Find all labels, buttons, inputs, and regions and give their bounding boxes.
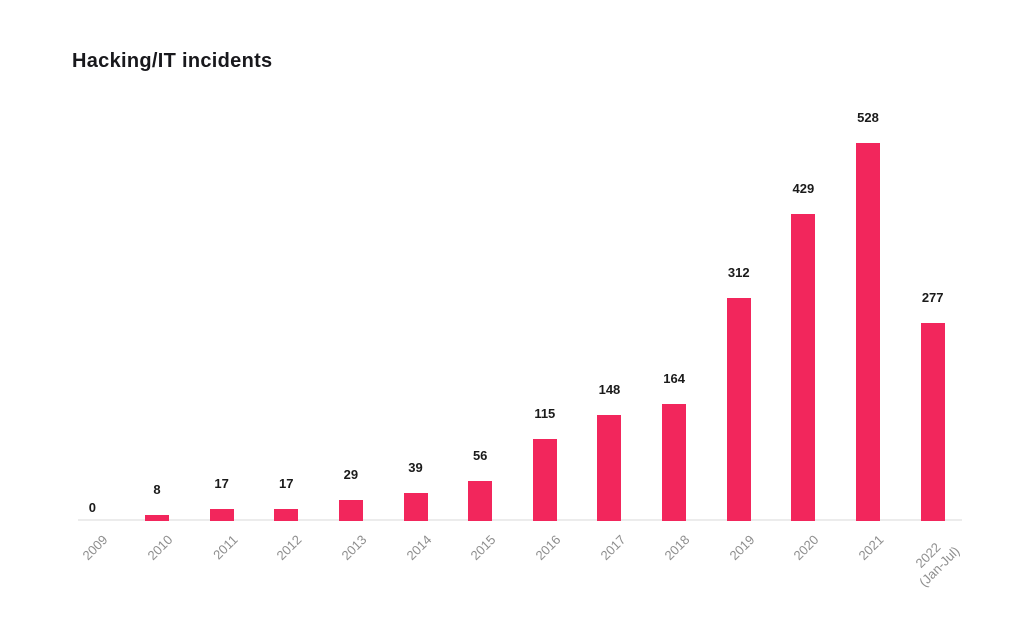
bar-value-label: 56	[472, 448, 488, 463]
bar-value-label: 528	[857, 110, 879, 125]
x-tick-label: 2012	[273, 532, 305, 564]
bar-2014	[403, 493, 428, 521]
bar-value-label: 0	[88, 500, 96, 515]
bar-2015	[468, 481, 493, 521]
bar-2017	[597, 415, 622, 521]
x-tick-label: 2019	[726, 532, 758, 564]
bar-value-label: 277	[921, 290, 944, 305]
x-tick-label: 2010	[144, 532, 176, 564]
bar-2013	[338, 500, 363, 521]
x-tick-label: 2013	[338, 532, 370, 564]
x-tick-label: 2021	[855, 532, 887, 564]
bar-2012	[274, 509, 299, 521]
x-tick-label: 2011	[209, 532, 241, 563]
x-tick-label: 2017	[597, 532, 629, 564]
x-tick-label: 2015	[467, 532, 499, 564]
x-axis-baseline	[78, 519, 962, 521]
bar-2018	[662, 404, 687, 521]
bar-2010	[144, 515, 169, 521]
bar-2019	[726, 298, 751, 521]
bar-value-label: 164	[663, 371, 685, 386]
x-tick-label: 2020	[790, 532, 823, 564]
bar-2020	[791, 214, 816, 521]
bar-value-label: 429	[792, 181, 815, 196]
bar-value-label: 17	[279, 476, 294, 491]
bar-value-label: 148	[598, 382, 621, 397]
bar-2021	[856, 143, 881, 521]
bar-2016	[532, 439, 557, 521]
bar-value-label: 115	[534, 406, 556, 421]
x-tick-label: 2016	[532, 532, 564, 564]
x-tick-label: 2018	[661, 532, 693, 564]
bar-value-label: 29	[343, 467, 359, 482]
bar-value-label: 312	[727, 265, 750, 280]
bar-value-label: 39	[408, 460, 423, 475]
x-tick-label: 2022 (Jan-Jul)	[912, 539, 963, 590]
x-tick-label: 2014	[403, 532, 435, 564]
bar-value-label: 8	[153, 482, 161, 497]
x-tick-label: 2009	[79, 532, 111, 564]
plot-area: 0 2009 8 2010 17 2011 17 2012 29 2013 39 2014 56 2015…	[60, 110, 965, 590]
chart-title: Hacking/IT incidents	[72, 50, 273, 72]
bar-2011	[209, 509, 234, 521]
bar-2022	[920, 323, 945, 521]
bar-value-label: 17	[214, 476, 229, 491]
